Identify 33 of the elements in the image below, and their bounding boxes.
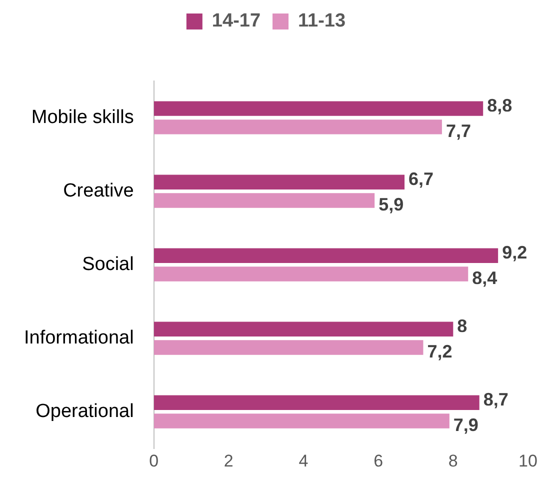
bar <box>154 322 454 336</box>
y-tick-label: Social <box>82 254 134 276</box>
data-label: 9,2 <box>502 242 528 263</box>
x-tick-label: 10 <box>518 451 538 470</box>
x-tick-label: 6 <box>374 451 384 470</box>
bar <box>154 101 484 116</box>
bar <box>154 266 468 282</box>
x-tick-label: 8 <box>448 451 458 470</box>
data-label: 5,9 <box>378 194 404 214</box>
data-label: 8,4 <box>472 268 498 288</box>
data-label: 8,8 <box>487 96 512 116</box>
data-label: 7,9 <box>453 415 478 435</box>
x-tick-label: 2 <box>224 451 234 470</box>
legend-label: 14-17 <box>212 10 261 32</box>
data-label: 8,7 <box>483 390 508 410</box>
y-tick-label: Mobile skills <box>31 106 134 128</box>
data-label: 7,2 <box>427 341 452 362</box>
bar <box>154 174 405 190</box>
data-label: 6,7 <box>408 169 434 190</box>
y-tick-label: Creative <box>63 180 134 202</box>
bar <box>154 193 375 208</box>
bar <box>154 395 480 410</box>
bar <box>154 248 498 263</box>
data-label: 8 <box>457 316 468 336</box>
bar <box>154 120 442 134</box>
y-tick-label: Operational <box>36 401 134 422</box>
y-tick-label: Informational <box>24 328 134 349</box>
data-label: 7,7 <box>446 120 471 141</box>
bar <box>154 340 424 355</box>
legend-label: 11-13 <box>298 10 346 32</box>
bar <box>154 414 450 428</box>
x-tick-label: 4 <box>298 451 308 470</box>
x-tick-label: 0 <box>149 451 159 470</box>
